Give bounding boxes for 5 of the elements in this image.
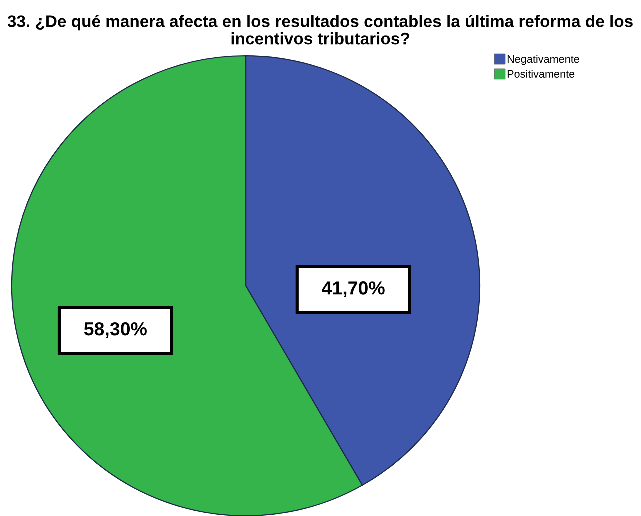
chart-title: 33. ¿De qué manera afecta en los resultados contables la última reforma de los incentivos tributarios? <box>8 15 633 45</box>
data-label: 41,70% <box>322 282 385 298</box>
data-label: 58,30% <box>84 322 147 338</box>
legend-label: Negativamente <box>508 55 580 66</box>
legend-label: Positivamente <box>508 70 575 78</box>
